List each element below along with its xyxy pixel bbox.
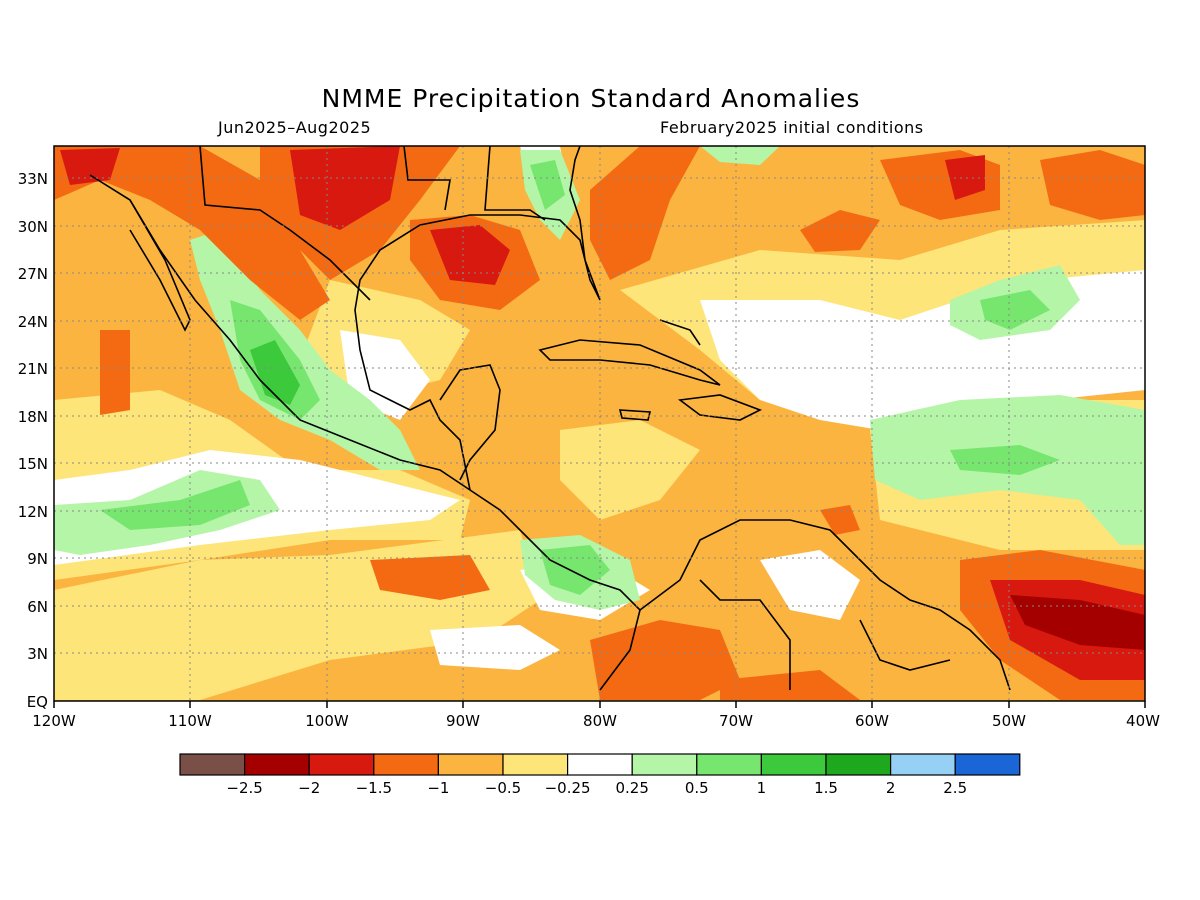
lat-label: 30N [18, 218, 48, 236]
lon-label: 90W [446, 712, 480, 730]
anomaly-field [54, 146, 1145, 701]
colorbar-label: −0.25 [545, 779, 591, 797]
colorbar-label: 0.5 [685, 779, 709, 797]
colorbar-label: −2 [298, 779, 320, 797]
lat-label: 3N [27, 645, 48, 663]
map-title: NMME Precipitation Standard Anomalies [321, 84, 861, 113]
colorbar-swatch [631, 753, 698, 776]
colorbar-label: −2.5 [226, 779, 262, 797]
colorbar-swatch [179, 753, 246, 776]
lat-label: 15N [18, 455, 48, 473]
lon-label: 70W [719, 712, 753, 730]
lat-label: 18N [18, 408, 48, 426]
lon-label: 100W [305, 712, 349, 730]
initial-conditions: February2025 initial conditions [660, 118, 924, 137]
lat-label: 12N [18, 503, 48, 521]
colorbar-label: −0.5 [485, 779, 521, 797]
colorbar-swatch [889, 753, 956, 776]
colorbar-swatch [566, 753, 633, 776]
colorbar-swatch [954, 753, 1021, 776]
lon-label: 60W [855, 712, 889, 730]
longitude-labels: 120W 110W 100W 90W 80W 70W 60W 50W 40W [32, 712, 1160, 730]
lat-label: EQ [27, 693, 48, 711]
colorbar-label: −1.5 [356, 779, 392, 797]
lon-label: 80W [583, 712, 617, 730]
grid [54, 146, 1145, 701]
lat-label: 6N [27, 598, 48, 616]
colorbar-label: 1.5 [814, 779, 838, 797]
colorbar-label: 2.5 [943, 779, 967, 797]
lon-label: 110W [168, 712, 212, 730]
latitude-labels: 33N 30N 27N 24N 21N 18N 15N 12N 9N 6N 3N… [18, 170, 48, 711]
lon-label: 50W [992, 712, 1026, 730]
lat-label: 33N [18, 170, 48, 188]
colorbar-label: 0.25 [615, 779, 648, 797]
colorbar-swatch [373, 753, 439, 776]
colorbar-swatch [696, 753, 762, 776]
colorbar-swatch [502, 753, 569, 776]
lat-label: 24N [18, 313, 48, 331]
valid-period: Jun2025–Aug2025 [218, 118, 372, 137]
colorbar-swatch [244, 753, 310, 776]
colorbar-label: 1 [757, 779, 767, 797]
colorbar-label: 2 [886, 779, 896, 797]
lat-label: 9N [27, 550, 48, 568]
colorbar-swatch [825, 753, 892, 776]
lat-label: 27N [18, 265, 48, 283]
colorbar-swatch [437, 753, 504, 776]
colorbar-label: −1 [427, 779, 449, 797]
colorbar-swatch [760, 753, 827, 776]
lon-label: 120W [32, 712, 76, 730]
tick-marks [53, 701, 1146, 708]
lat-label: 21N [18, 360, 48, 378]
lon-label: 40W [1126, 712, 1160, 730]
colorbar-swatch [308, 753, 375, 776]
colorbar: −2.5 −2 −1.5 −1 −0.5 −0.25 0.25 0.5 1 1.5 2 2.5 [179, 753, 1021, 797]
